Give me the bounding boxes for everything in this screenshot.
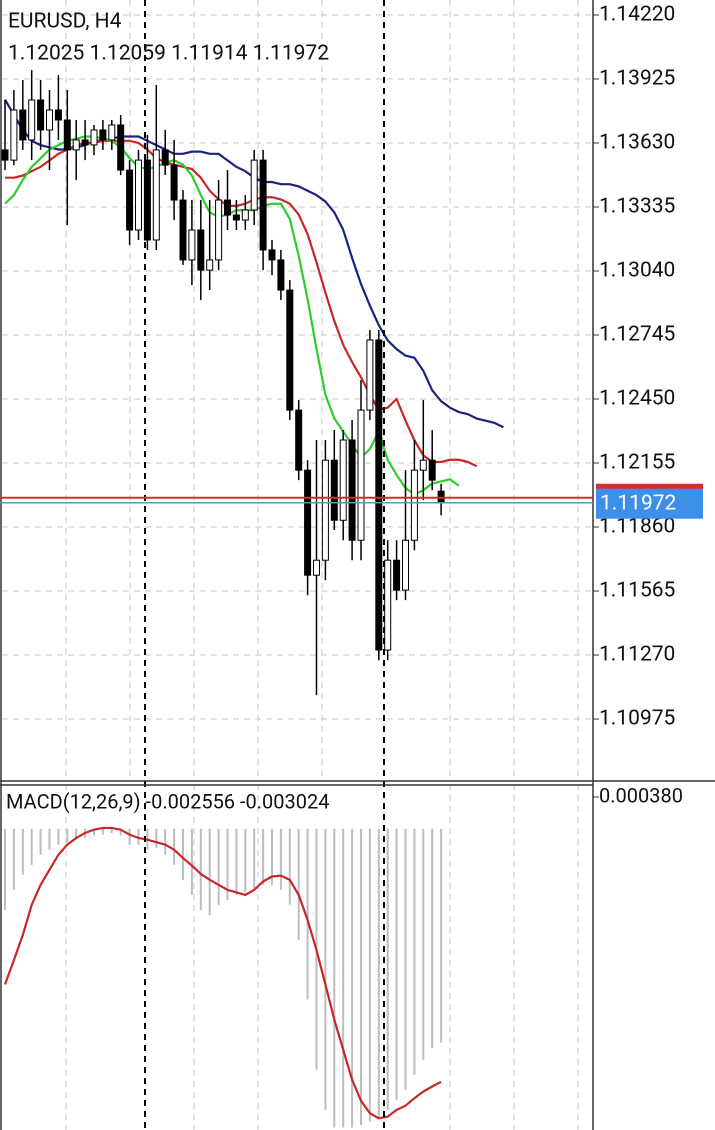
candle-body <box>250 159 258 211</box>
y-tick-label: 1.12155 <box>599 451 675 475</box>
macd-title: MACD(12,26,9) -0.002556 -0.003024 <box>6 789 330 813</box>
plot-area <box>1 70 504 1128</box>
candle-body <box>232 214 240 221</box>
candle-body <box>99 129 107 141</box>
chart-title: EURUSD, H4 <box>8 10 122 34</box>
candle-body <box>348 439 356 541</box>
y-tick-label: 1.12745 <box>599 323 675 347</box>
candle-body <box>108 124 116 141</box>
candle-body <box>19 109 27 141</box>
candle-body <box>419 459 427 471</box>
candle-body <box>366 339 374 411</box>
y-tick-label: 1.13630 <box>599 131 675 155</box>
candle-body <box>384 559 392 651</box>
candle-body <box>339 439 347 521</box>
candle-body <box>375 339 383 651</box>
candle-body <box>197 229 205 271</box>
candle-body <box>179 199 187 261</box>
candle-body <box>321 459 329 561</box>
candle-body <box>241 209 249 221</box>
candle-body <box>81 139 89 146</box>
y-tick-label: 1.14220 <box>599 3 675 27</box>
y-tick-label: 1.13925 <box>599 67 675 91</box>
candle-body <box>170 164 178 201</box>
candle-body <box>357 409 365 541</box>
y-tick-label: 1.10975 <box>599 707 675 731</box>
signal-line <box>3 826 442 1120</box>
candle-body <box>161 149 169 166</box>
ohlc-readout: 1.12025 1.12059 1.11914 1.11972 <box>8 42 329 66</box>
candle-body <box>46 109 53 131</box>
bid-label: 1.11972 <box>600 491 677 515</box>
bid-label-box <box>596 488 703 519</box>
candle-body <box>295 409 303 471</box>
candle-body <box>410 469 418 541</box>
candle-body <box>330 459 338 521</box>
candle-body <box>117 124 125 171</box>
candle-body <box>428 459 436 481</box>
candle-body <box>393 559 401 591</box>
candle-body <box>224 199 231 216</box>
candle-body <box>135 159 142 231</box>
candle-body <box>259 159 267 251</box>
candle-body <box>286 289 294 411</box>
candle-body <box>54 109 62 121</box>
candle-body <box>313 559 320 576</box>
candle-body <box>126 169 134 231</box>
y-tick-label: 1.12450 <box>599 387 675 411</box>
candle-body <box>402 539 409 591</box>
y-tick-label: 1.11270 <box>599 643 675 667</box>
candle-body <box>206 259 214 271</box>
candle-body <box>304 469 312 576</box>
candle-body <box>90 129 98 146</box>
candle-body <box>1 149 9 161</box>
y-tick-label: 1.13040 <box>599 259 675 283</box>
candle-body <box>37 99 45 131</box>
candle-body <box>215 199 223 261</box>
candle-body <box>277 259 285 291</box>
period-separators <box>144 0 385 1130</box>
candle-body <box>152 149 160 241</box>
candle-body <box>28 99 36 141</box>
candle-body <box>72 139 80 151</box>
candle-body <box>63 119 71 151</box>
candle-body <box>268 249 276 261</box>
grid <box>2 0 593 1130</box>
y-tick-label: 1.11565 <box>599 579 675 603</box>
y-tick-label: 1.13335 <box>599 195 675 219</box>
y-tick-label: 0.000380 <box>599 783 683 807</box>
candle-body <box>188 229 196 261</box>
candle-body <box>10 109 18 161</box>
